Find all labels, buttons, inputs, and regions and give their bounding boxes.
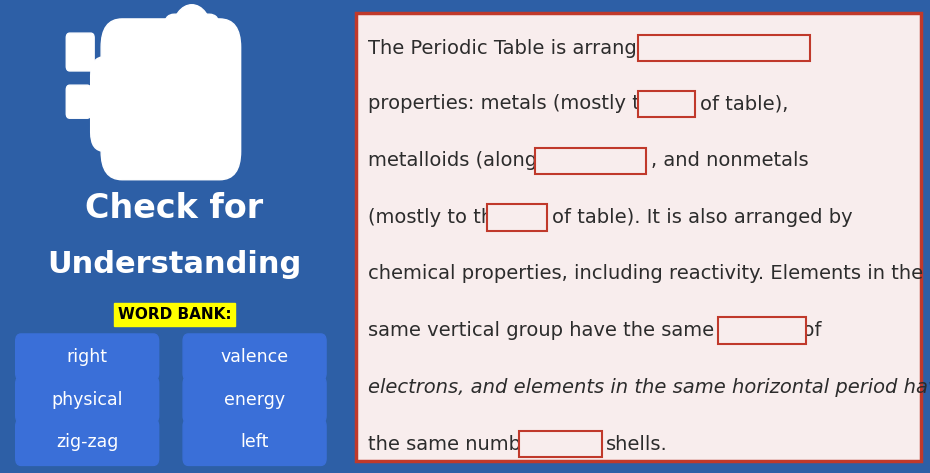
Text: Understanding: Understanding [47,250,301,280]
Text: (mostly to the: (mostly to the [367,208,512,227]
Text: The Periodic Table is arranged by: The Periodic Table is arranged by [367,39,698,58]
Text: zig-zag: zig-zag [56,433,118,451]
Text: physical: physical [51,391,123,409]
FancyBboxPatch shape [101,19,241,180]
Text: properties: metals (mostly to the: properties: metals (mostly to the [367,95,696,114]
Text: , and nonmetals: , and nonmetals [651,151,808,170]
FancyBboxPatch shape [183,419,326,465]
Bar [718,317,806,344]
Bar [519,431,602,457]
Text: energy: energy [224,391,286,409]
Text: right: right [67,348,108,366]
FancyBboxPatch shape [16,334,159,380]
FancyBboxPatch shape [66,33,94,71]
Text: metalloids (along the: metalloids (along the [367,151,575,170]
FancyBboxPatch shape [16,419,159,465]
FancyBboxPatch shape [66,85,90,118]
Text: same vertical group have the same number of: same vertical group have the same number… [367,321,828,340]
Bar [638,91,696,117]
FancyBboxPatch shape [183,377,326,423]
Text: left: left [240,433,269,451]
Bar [638,35,810,61]
Text: the same number of: the same number of [367,435,572,454]
Text: Check for: Check for [86,192,263,225]
Bar [535,148,646,174]
Text: chemical properties, including reactivity. Elements in the: chemical properties, including reactivit… [367,264,923,283]
Text: shells.: shells. [606,435,668,454]
FancyBboxPatch shape [129,52,213,147]
FancyBboxPatch shape [183,334,326,380]
Text: of table). It is also arranged by: of table). It is also arranged by [551,208,852,227]
Text: of table),: of table), [700,95,789,114]
Text: WORD BANK:: WORD BANK: [117,307,232,322]
Circle shape [173,5,211,57]
Text: electrons, and elements in the same horizontal period have: electrons, and elements in the same hori… [367,378,930,397]
FancyBboxPatch shape [16,377,159,423]
Text: valence: valence [220,348,288,366]
Bar [487,204,547,231]
FancyBboxPatch shape [90,57,161,151]
FancyBboxPatch shape [164,14,219,118]
